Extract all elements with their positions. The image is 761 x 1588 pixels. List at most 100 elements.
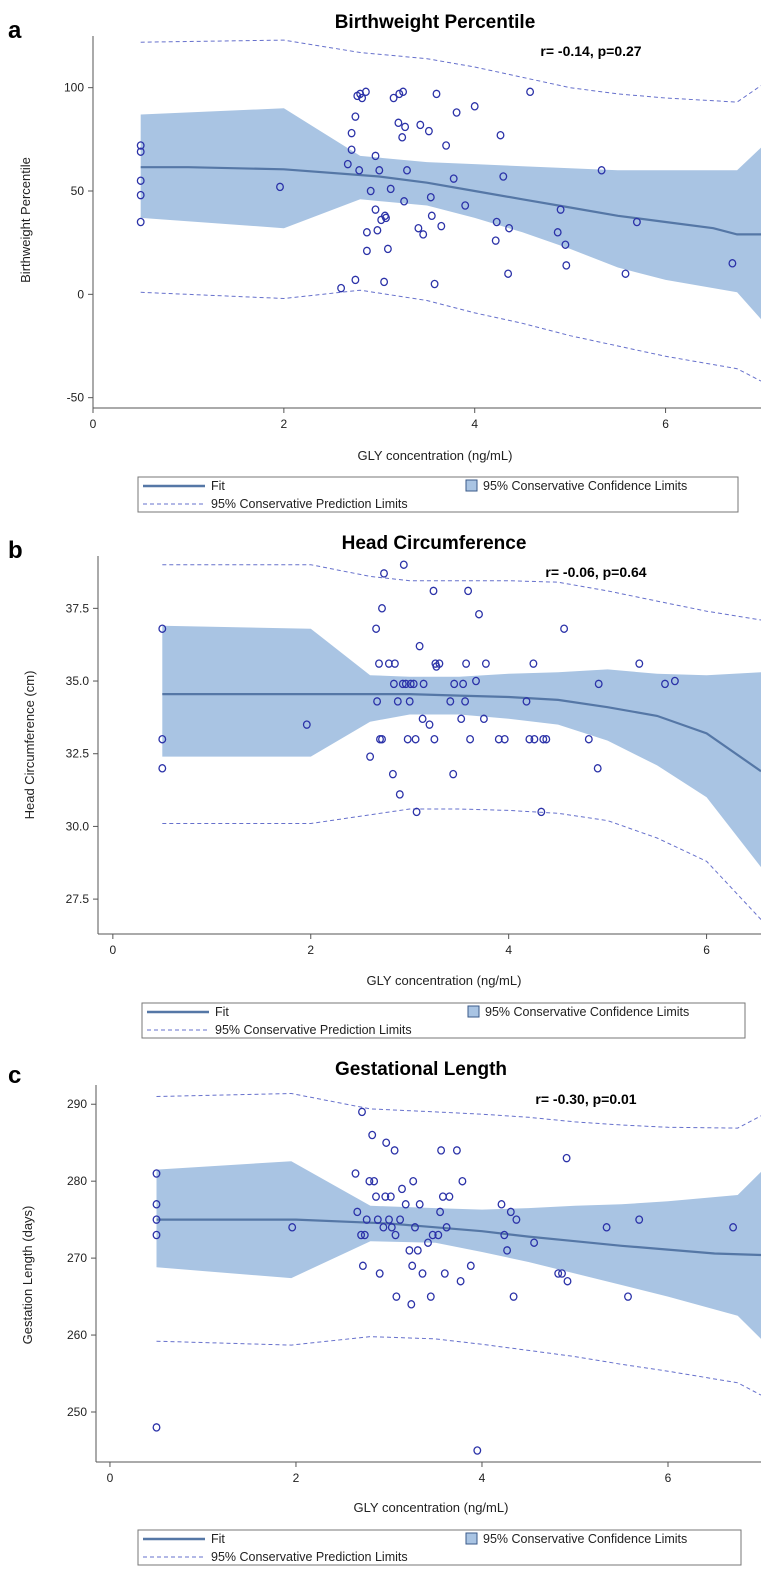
data-point: [362, 228, 371, 237]
data-point: [405, 1246, 414, 1255]
data-point: [355, 166, 364, 175]
data-point: [621, 269, 630, 278]
correlation-stat-b: r= -0.06, p=0.64: [545, 564, 646, 580]
data-point: [136, 147, 145, 156]
y-tick-label: 37.5: [66, 601, 90, 615]
data-point: [395, 790, 404, 799]
plot-content-a: [136, 39, 761, 382]
data-point: [415, 1200, 424, 1209]
fit-line: [162, 693, 761, 773]
x-axis-label-c: GLY concentration (ng/mL): [354, 1500, 509, 1515]
data-point: [470, 102, 479, 111]
x-tick-label: 2: [293, 1471, 300, 1485]
data-point: [450, 679, 459, 689]
y-tick-label: 0: [77, 287, 84, 301]
data-point: [437, 221, 446, 231]
legend-pi-label-a: 95% Conservative Prediction Limits: [211, 497, 408, 511]
panel-letter-c: c: [8, 1062, 21, 1089]
y-tick-label: 30.0: [66, 819, 90, 833]
data-point: [398, 1184, 406, 1194]
data-point: [358, 1261, 367, 1271]
legend-a: Fit 95% Conservative Confidence Limits 9…: [137, 476, 739, 513]
data-point: [542, 734, 551, 744]
fit-line: [140, 166, 761, 236]
data-point: [413, 1246, 422, 1255]
data-point: [366, 186, 375, 196]
data-point: [152, 1423, 161, 1432]
data-point: [403, 734, 412, 744]
prediction-limit-upper: [162, 564, 761, 621]
data-point: [388, 769, 397, 779]
legend-pi-label-b: 95% Conservative Prediction Limits: [215, 1023, 412, 1037]
data-point: [378, 734, 386, 744]
data-point: [584, 734, 593, 744]
data-point: [385, 1215, 393, 1224]
legend-box-c: [137, 1529, 742, 1566]
data-point: [136, 141, 145, 150]
data-point: [415, 641, 424, 651]
data-point: [378, 604, 386, 613]
data-point: [381, 1192, 390, 1201]
data-point: [375, 166, 384, 175]
data-point: [383, 244, 392, 254]
data-point: [362, 1215, 371, 1224]
data-point: [479, 714, 488, 724]
data-point: [386, 184, 395, 194]
correlation-stat-a: r= -0.14, p=0.27: [540, 43, 641, 59]
data-point: [389, 679, 398, 689]
data-point: [632, 217, 641, 227]
data-point: [670, 676, 679, 686]
x-tick-label: 4: [479, 1471, 486, 1485]
data-point: [461, 201, 470, 210]
data-point: [446, 697, 455, 706]
data-point: [481, 659, 490, 668]
y-tick-label: 270: [67, 1251, 87, 1265]
data-point: [362, 246, 371, 256]
data-point: [561, 240, 570, 249]
data-point: [500, 1230, 509, 1240]
legend-b: Fit 95% Conservative Confidence Limits 9…: [141, 1002, 746, 1039]
data-point: [158, 624, 167, 633]
data-point: [624, 1292, 632, 1301]
data-point: [419, 679, 428, 689]
legend-fit-label-a: Fit: [211, 479, 225, 493]
data-point: [395, 89, 404, 99]
data-point: [419, 230, 428, 239]
data-point: [539, 734, 548, 744]
data-point: [414, 223, 423, 233]
plot-area-a: -50 0 50 100 0 2 4 6: [64, 36, 761, 431]
confidence-band: [140, 108, 761, 320]
data-point: [449, 174, 458, 183]
data-point: [152, 1200, 161, 1209]
data-point: [358, 1107, 366, 1117]
x-tick-label: 6: [703, 943, 710, 957]
prediction-limit-lower: [156, 1336, 761, 1396]
x-tick-label: 6: [662, 417, 669, 431]
y-tick-label: 32.5: [66, 747, 90, 761]
y-axis-label-c: Gestation Length (days): [20, 1206, 35, 1345]
y-tick-label: 290: [67, 1097, 87, 1111]
x-tick-label: 0: [109, 943, 116, 957]
data-point: [390, 659, 399, 668]
data-point: [466, 734, 475, 744]
data-point: [136, 217, 145, 227]
data-point: [152, 1215, 161, 1224]
data-point: [438, 1192, 447, 1201]
data-point: [392, 1292, 401, 1301]
panel-letter-b: b: [8, 537, 23, 564]
panel-letter-a: a: [8, 17, 22, 44]
y-tick-label: 280: [67, 1174, 87, 1188]
data-point: [371, 205, 380, 214]
data-point: [358, 93, 367, 103]
prediction-limit-lower: [140, 289, 761, 382]
legend-ci-swatch-c: [465, 1532, 478, 1545]
data-point: [537, 807, 546, 817]
data-point: [373, 697, 382, 706]
data-point: [408, 1261, 417, 1271]
data-point: [452, 108, 461, 117]
correlation-stat-c: r= -0.30, p=0.01: [535, 1091, 636, 1107]
y-tick-label: 250: [67, 1405, 87, 1419]
data-point: [372, 624, 381, 633]
data-point: [464, 586, 473, 596]
